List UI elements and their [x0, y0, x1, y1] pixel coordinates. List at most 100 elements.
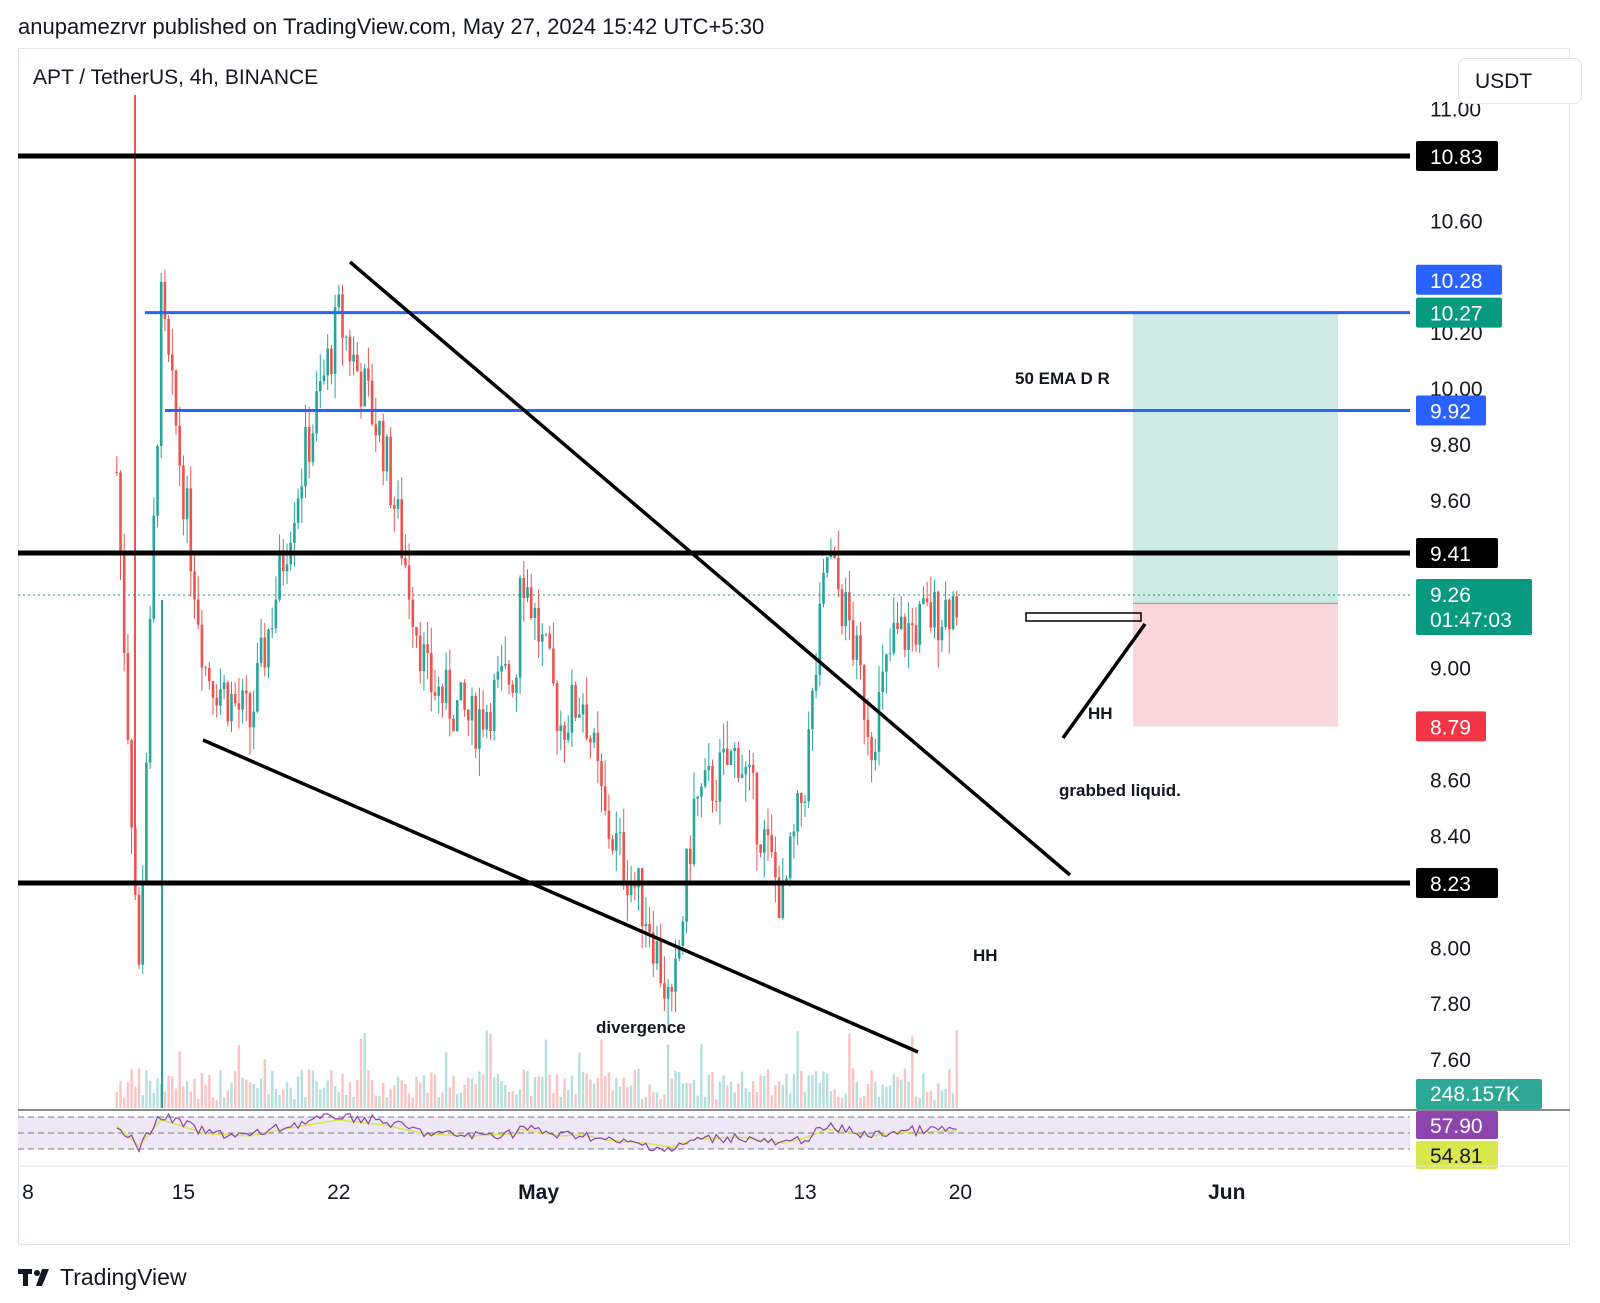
volume-bar — [770, 1095, 773, 1108]
trendlines[interactable] — [202, 260, 1147, 1054]
volume-bars — [115, 1030, 958, 1108]
volume-bar — [222, 1097, 226, 1108]
candle-body — [119, 472, 122, 556]
volume-bar — [126, 1082, 130, 1108]
candle-body — [692, 798, 696, 865]
volume-bar — [700, 1044, 703, 1108]
candle-body — [615, 833, 618, 851]
annotation-label: grabbed liquid. — [1059, 781, 1181, 800]
volume-bar — [940, 1090, 944, 1108]
candle-body — [504, 663, 507, 666]
volume-bar — [141, 1095, 144, 1108]
volume-bar — [692, 1079, 696, 1108]
volume-bar — [296, 1076, 300, 1108]
candle-body — [278, 550, 281, 600]
candle-body — [777, 877, 781, 919]
candle-body — [740, 774, 744, 778]
level-tag-bg — [1416, 395, 1486, 426]
volume-bar — [711, 1071, 714, 1108]
volume-bar — [319, 1089, 322, 1108]
y-tick-label: 9.80 — [1430, 434, 1471, 457]
volume-bar — [467, 1077, 470, 1108]
volume-bar — [811, 1075, 814, 1108]
candle-body — [385, 436, 389, 472]
candle-body — [293, 522, 296, 543]
volume-bar — [563, 1078, 566, 1108]
candle-body — [596, 732, 600, 761]
volume-bar — [345, 1094, 348, 1108]
candle-body — [478, 709, 481, 749]
candle-body — [522, 577, 526, 599]
brand[interactable]: TradingView — [18, 1262, 187, 1292]
volume-bar — [348, 1081, 352, 1108]
volume-bar — [430, 1072, 433, 1108]
volume-bar — [918, 1097, 921, 1108]
volume-bar — [652, 1092, 655, 1108]
candle-body — [304, 427, 307, 487]
volume-bar — [944, 1088, 947, 1108]
volume-bar — [485, 1030, 488, 1108]
y-tick-label: 7.80 — [1430, 993, 1471, 1016]
horizontal-levels[interactable] — [18, 153, 1410, 886]
price-chart[interactable]: 57.90 54.81 50 EMA D R HH grabbed liquid. HH… — [0, 0, 1600, 1260]
candle-body — [533, 608, 537, 618]
volume-bar — [748, 1091, 751, 1108]
symbol-legend: APT / TetherUS, 4h, BINANCE — [33, 66, 319, 89]
volume-bar — [300, 1069, 303, 1108]
volume-bar — [637, 1068, 640, 1108]
candle-body — [252, 711, 255, 728]
candle-body — [796, 793, 799, 832]
candle-body — [896, 622, 899, 630]
candle-body — [248, 693, 252, 728]
candle-body — [881, 671, 884, 693]
volume-bar — [282, 1089, 285, 1108]
candle-body — [696, 796, 699, 799]
candle-body — [211, 681, 215, 698]
volume-bar — [789, 1093, 792, 1108]
time-axis[interactable]: 8 15 22 May 13 20 Jun — [18, 1165, 1570, 1204]
volume-bar — [504, 1084, 507, 1108]
candle-body — [722, 748, 725, 753]
volume-bar — [581, 1072, 585, 1108]
level-tag: 9.92 — [1430, 400, 1471, 423]
candle-body — [333, 307, 337, 374]
volume-bar — [622, 1077, 625, 1108]
volume-bar — [537, 1075, 540, 1108]
rsi-tag: 54.81 — [1430, 1145, 1483, 1168]
candle-body — [356, 354, 359, 372]
volume-bar — [722, 1075, 725, 1108]
candle-body — [418, 635, 422, 672]
candle-body — [851, 620, 855, 660]
volume-bar — [123, 1097, 126, 1108]
volume-bar — [829, 1091, 833, 1108]
volume-bar — [234, 1071, 237, 1108]
volume-bar — [911, 1036, 914, 1108]
candle-body — [337, 294, 341, 308]
volume-bar — [892, 1074, 895, 1108]
candle-body — [848, 592, 851, 621]
volume-bar — [604, 1075, 607, 1108]
volume-bar — [352, 1097, 355, 1108]
volume-bar — [393, 1085, 396, 1108]
volume-bar — [463, 1084, 466, 1108]
volume-bar — [814, 1070, 818, 1108]
volume-bar — [489, 1033, 492, 1108]
candle-body — [585, 704, 588, 739]
price-axis[interactable]: 11.00 10.60 10.20 10.00 9.80 9.60 9.00 8.60 8.40… — [1430, 98, 1483, 1072]
candle-body — [145, 762, 148, 881]
volume-bar — [518, 1089, 522, 1108]
volume-bar — [781, 1085, 784, 1108]
candle-body — [529, 587, 533, 618]
candle-body — [800, 793, 803, 803]
volume-bar — [851, 1068, 855, 1108]
x-tick-label: 15 — [172, 1181, 195, 1204]
volume-bar — [729, 1081, 733, 1108]
candle-body — [359, 371, 363, 407]
candle-body — [259, 637, 263, 663]
volume-bar — [333, 1085, 337, 1108]
volume-bar — [359, 1038, 363, 1108]
volume-bar — [315, 1081, 318, 1108]
volume-bar — [807, 1075, 810, 1108]
currency-button[interactable]: USDT — [1458, 58, 1582, 104]
volume-bar — [145, 1070, 148, 1108]
